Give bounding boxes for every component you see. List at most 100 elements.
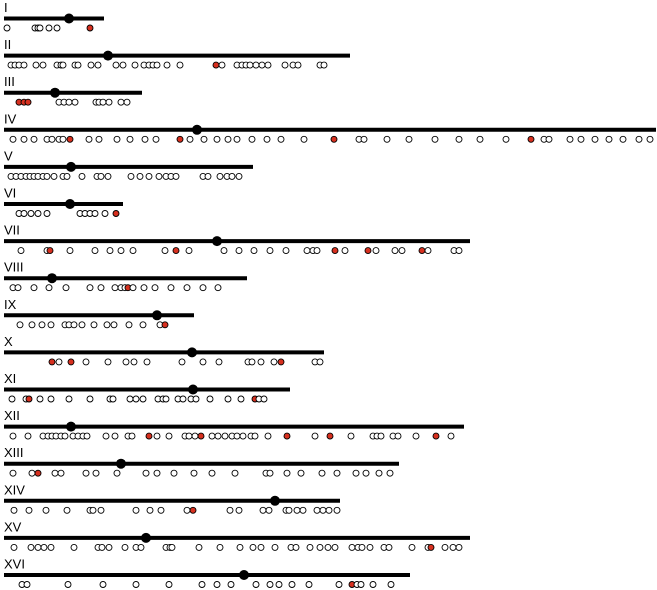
marker (50, 172, 58, 180)
highlighted-marker (331, 247, 339, 255)
chromosome-label: VI (4, 186, 16, 201)
marker (27, 543, 35, 551)
marker (30, 135, 38, 143)
marker (89, 506, 97, 514)
marker (424, 247, 432, 255)
marker (112, 61, 120, 69)
marker (111, 432, 119, 440)
marker (121, 543, 129, 551)
marker (178, 358, 186, 366)
chromosome-IX: IX (4, 297, 194, 329)
marker (91, 210, 99, 217)
marker (216, 543, 224, 551)
marker (313, 247, 321, 255)
marker (264, 432, 272, 440)
marker (47, 395, 55, 403)
chromosome-VIII: VIII (4, 260, 247, 292)
marker (172, 172, 180, 180)
marker (335, 581, 343, 588)
marker (74, 61, 82, 69)
marker (248, 358, 256, 366)
highlighted-marker (212, 61, 220, 69)
marker (151, 284, 159, 292)
chromosome-V: V (4, 148, 253, 180)
centromere (50, 87, 60, 98)
chromosome-label: XII (4, 408, 20, 423)
marker (32, 61, 40, 69)
marker (208, 469, 216, 477)
marker (43, 210, 51, 217)
marker (48, 135, 56, 143)
marker (9, 135, 17, 143)
marker (161, 247, 169, 255)
marker (447, 432, 455, 440)
marker (101, 210, 109, 217)
centromere (66, 161, 76, 172)
marker (277, 135, 285, 143)
marker (231, 469, 239, 477)
marker (502, 135, 510, 143)
marker (206, 395, 214, 403)
marker (313, 506, 321, 514)
marker (132, 506, 140, 514)
marker (17, 247, 25, 255)
marker (28, 469, 36, 477)
marker (153, 61, 161, 69)
marker (8, 395, 16, 403)
marker (394, 432, 402, 440)
centromere (239, 570, 249, 580)
highlighted-marker (67, 358, 75, 366)
chromosome-label: XVI (4, 557, 25, 572)
chromosome-XV: XV (4, 519, 470, 551)
highlighted-marker (197, 432, 205, 440)
marker (92, 469, 100, 477)
marker (218, 61, 226, 69)
centromere (64, 13, 74, 24)
marker (40, 543, 48, 551)
marker (65, 395, 73, 403)
marker (215, 358, 223, 366)
marker (53, 24, 61, 32)
marker (250, 247, 258, 255)
marker (163, 61, 171, 69)
highlighted-marker (427, 543, 435, 551)
marker (10, 543, 18, 551)
marker (28, 321, 36, 329)
marker (283, 469, 291, 477)
marker (162, 395, 170, 403)
marker (91, 247, 99, 255)
marker (237, 395, 245, 403)
marker (102, 432, 110, 440)
centromere (187, 347, 197, 358)
marker (47, 543, 55, 551)
marker (431, 135, 439, 143)
marker (213, 135, 221, 143)
marker (132, 581, 140, 588)
chromosome-label: IV (4, 111, 17, 126)
marker (405, 135, 413, 143)
marker (316, 358, 324, 366)
marker (24, 432, 32, 440)
marker (131, 61, 139, 69)
marker (341, 247, 349, 255)
marker (25, 506, 33, 514)
marker (90, 321, 98, 329)
marker (34, 210, 42, 217)
marker (141, 135, 149, 143)
highlighted-marker (330, 135, 338, 143)
marker (113, 135, 121, 143)
marker (66, 247, 74, 255)
chromosome-X: X (4, 334, 324, 366)
highlighted-marker (326, 432, 334, 440)
marker (282, 247, 290, 255)
marker (252, 61, 260, 69)
marker (47, 321, 55, 329)
marker (105, 543, 113, 551)
marker (265, 506, 273, 514)
marker (59, 61, 67, 69)
chromosome-III: III (4, 74, 142, 106)
marker (263, 135, 271, 143)
marker (386, 469, 394, 477)
marker (387, 581, 395, 588)
chromosome-label: V (4, 148, 13, 163)
